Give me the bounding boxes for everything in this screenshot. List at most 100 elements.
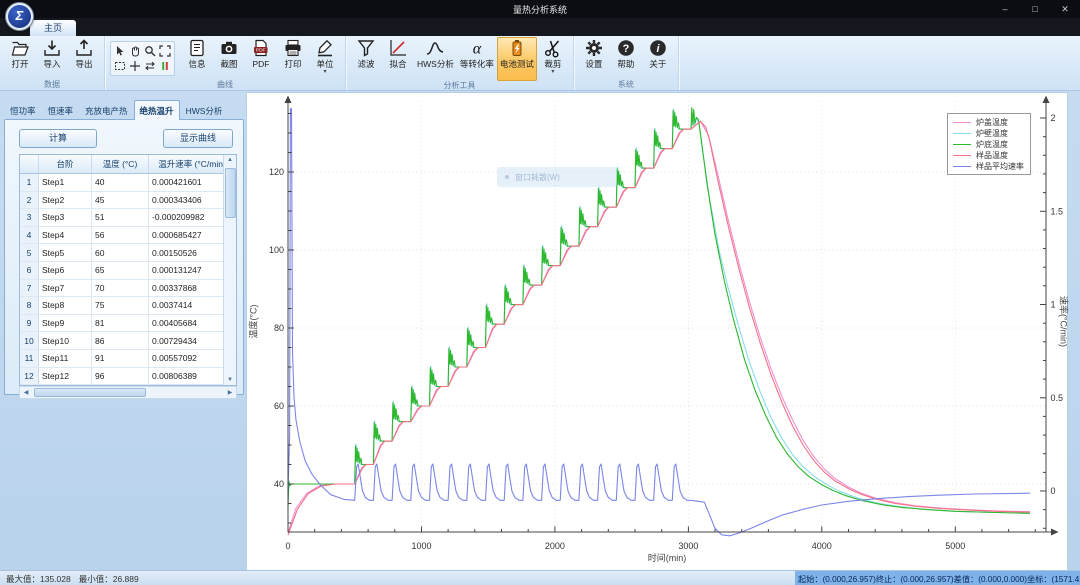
ribbon: 打开 导入 导出 数据 信息 截图 PDF PDF 打印 单位 ▾ 曲线 滤波 拟合 HWS分析 α 等转化率电… — [0, 36, 1080, 91]
svg-text:0.5: 0.5 — [1051, 393, 1064, 403]
vertical-scroll-thumb[interactable] — [225, 168, 236, 218]
table-row[interactable]: 8 Step8 75 0.0037414 — [20, 296, 236, 315]
crosshair-icon[interactable] — [128, 59, 142, 73]
status-item: 最小值：26.889 — [78, 574, 139, 584]
ribbon-button[interactable]: 信息 — [181, 37, 213, 80]
ribbon-button[interactable]: 导出 — [68, 37, 100, 80]
table-row[interactable]: 11 Step11 91 0.00557092 — [20, 349, 236, 368]
pause-marks-icon[interactable] — [158, 59, 172, 73]
legend-item: 样品平均速率 — [953, 161, 1024, 171]
ribbon-group-label: 曲线 — [217, 80, 233, 89]
ribbon-button[interactable]: 电池测试 — [496, 37, 537, 81]
statusbar: 最大值：135.028 最小值：26.889 起始：(0.000,26.957) 终… — [0, 570, 1080, 585]
zoom-magnifier-icon[interactable] — [143, 44, 157, 58]
fit-view-icon[interactable] — [158, 44, 172, 58]
select-rect-icon[interactable] — [113, 59, 127, 73]
x-axis-label: 时间(min) — [647, 553, 687, 563]
scroll-right-icon[interactable]: ▶ — [227, 390, 233, 396]
ribbon-button-label: HWS分析 — [417, 59, 454, 69]
scroll-up-icon[interactable]: ▲ — [227, 157, 233, 163]
table-row[interactable]: 6 Step6 65 0.000131247 — [20, 261, 236, 280]
table-row[interactable]: 9 Step9 81 0.00405684 — [20, 314, 236, 333]
printer-icon — [283, 38, 303, 58]
import-icon — [42, 38, 62, 58]
table-vertical-scrollbar[interactable]: ▲ ▼ — [223, 155, 236, 385]
app-logo-icon[interactable] — [5, 2, 34, 31]
table-header[interactable]: 温升速率 (°C/min) — [148, 155, 236, 174]
table-row[interactable]: 1 Step1 40 0.000421601 — [20, 173, 236, 192]
table-header[interactable]: 温度 (°C) — [91, 155, 149, 174]
panel-tab[interactable]: HWS分析 — [185, 106, 223, 116]
pointer-icon[interactable] — [113, 44, 127, 58]
svg-text:80: 80 — [274, 323, 284, 333]
ribbon-button-label: 关于 — [649, 59, 667, 69]
ribbon-button[interactable]: 打开 — [4, 37, 36, 80]
svg-text:0: 0 — [1051, 486, 1056, 496]
minimize-button[interactable]: – — [1002, 4, 1008, 14]
ribbon-button[interactable]: 设置 — [578, 37, 610, 80]
status-item: 起始：(0.000,26.957) — [798, 574, 876, 584]
pan-hand-icon[interactable] — [128, 44, 142, 58]
table-horizontal-scrollbar[interactable]: ◀ ▶ — [19, 386, 237, 399]
watermark-dot-icon — [505, 175, 509, 179]
legend-item: 炉底温度 — [953, 139, 1024, 149]
table-row[interactable]: 5 Step5 60 0.00150526 — [20, 243, 236, 262]
ribbon-button-label: 滤波 — [357, 59, 375, 69]
tab-home[interactable]: 主页 — [30, 20, 76, 36]
chart-plot-area[interactable]: 0 1000 2000 3000 4000 5000 40 60 80 100 120 0 0.5 1 1.… — [247, 93, 1067, 571]
svg-text:5000: 5000 — [945, 541, 965, 551]
table-header[interactable]: 台阶 — [38, 155, 92, 174]
svg-text:1.5: 1.5 — [1051, 206, 1064, 216]
ribbon-button-label: 截图 — [220, 59, 238, 69]
table-row[interactable]: 2 Step2 45 0.000343406 — [20, 191, 236, 210]
ribbon-button[interactable]: 单位 ▾ — [309, 37, 341, 80]
ribbon-button[interactable]: 裁剪 ▾ — [537, 37, 569, 80]
ribbon-button-label: PDF — [252, 59, 270, 69]
show-curve-button[interactable]: 显示曲线 — [163, 129, 233, 148]
ribbon-button[interactable]: HWS分析 — [414, 37, 457, 80]
ribbon-button[interactable]: α 等转化率 — [457, 37, 497, 80]
battery-icon — [507, 38, 527, 58]
panel-tab[interactable]: 充放电产热 — [85, 106, 128, 116]
table-row[interactable]: 4 Step4 56 0.000685427 — [20, 226, 236, 245]
svg-text:4000: 4000 — [812, 541, 832, 551]
ribbon-group: 设置? 帮助 i 关于 系统 — [574, 36, 679, 90]
calculate-button[interactable]: 计算 — [19, 129, 97, 148]
ribbon-button-label: 打开 — [11, 59, 29, 69]
horizontal-scroll-thumb[interactable] — [34, 388, 146, 397]
legend-item: 炉盖温度 — [953, 117, 1024, 127]
maximize-button[interactable]: □ — [1032, 4, 1038, 14]
ribbon-button[interactable]: 导入 — [36, 37, 68, 80]
legend-swatch — [953, 143, 971, 145]
alpha-icon: α — [467, 38, 487, 58]
chart-panel: 0 1000 2000 3000 4000 5000 40 60 80 100 120 0 0.5 1 1.… — [246, 92, 1069, 572]
ribbon-button[interactable]: 截图 — [213, 37, 245, 80]
ribbon-button[interactable]: 打印 — [277, 37, 309, 80]
window-title: 量热分析系统 — [512, 5, 567, 15]
table-row[interactable]: 7 Step7 70 0.00337868 — [20, 279, 236, 298]
legend-item: 炉壁温度 — [953, 128, 1024, 138]
ribbon-button[interactable]: i 关于 — [642, 37, 674, 80]
close-button[interactable]: ✕ — [1061, 3, 1069, 14]
table-row[interactable]: 10 Step10 86 0.00729434 — [20, 331, 236, 350]
table-row[interactable]: 12 Step12 96 0.00806389 — [20, 367, 236, 385]
scroll-down-icon[interactable]: ▼ — [227, 377, 233, 383]
ribbon-button[interactable]: 滤波 — [350, 37, 382, 80]
panel-tab[interactable]: 绝热温升 — [133, 100, 180, 120]
y-axis-left-label: 温度(°C) — [248, 304, 259, 339]
table-row[interactable]: 3 Step3 51 -0.000209982 — [20, 208, 236, 227]
swap-axes-icon[interactable] — [143, 59, 157, 73]
panel-tab[interactable]: 恒功率 — [10, 106, 36, 116]
status-item: 最大值：135.028 — [6, 574, 71, 584]
ribbon-group-label: 系统 — [617, 80, 634, 89]
pdf-doc-icon: PDF — [251, 38, 271, 58]
legend-swatch — [953, 121, 971, 123]
open-folder-icon — [10, 38, 30, 58]
ribbon-button[interactable]: ? 帮助 — [610, 37, 642, 80]
chart-legend: 炉盖温度 炉壁温度 炉底温度 样品温度 样品平均速率 — [947, 113, 1031, 175]
scroll-left-icon[interactable]: ◀ — [23, 390, 29, 396]
panel-tab[interactable]: 恒速率 — [47, 106, 74, 116]
ribbon-button[interactable]: 拟合 — [382, 37, 414, 80]
ribbon-button[interactable]: PDF PDF — [245, 37, 277, 80]
